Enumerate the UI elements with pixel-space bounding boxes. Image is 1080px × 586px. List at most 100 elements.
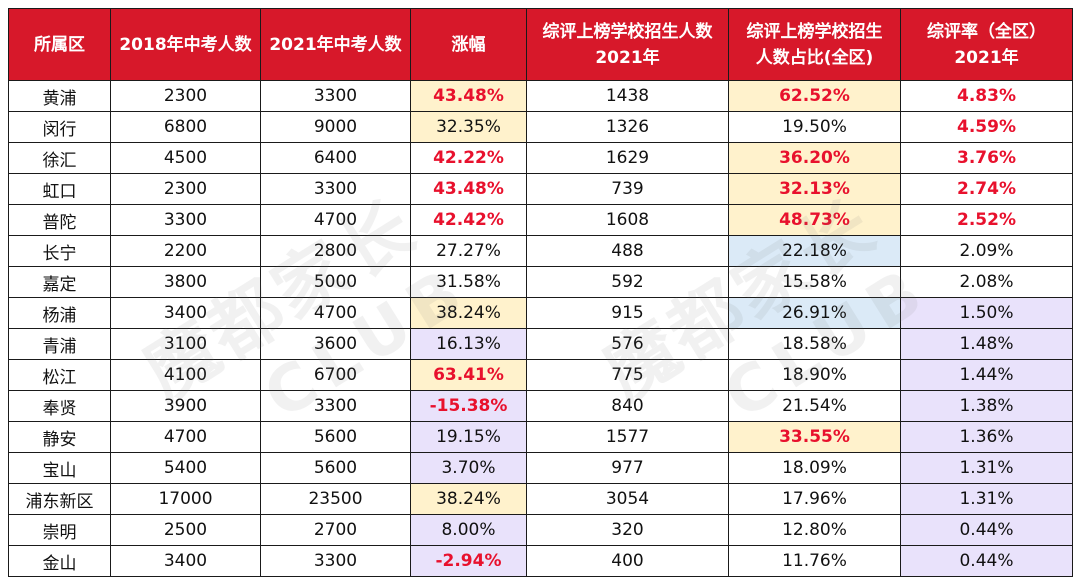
cell-students-2021: 4700	[260, 204, 411, 236]
cell-comprehensive-rate-2021: 2.74%	[900, 173, 1073, 205]
table-row: 青浦 3100 3600 16.13% 576 18.58% 1.48%	[8, 328, 1073, 360]
cell-comprehensive-rate-2021: 1.38%	[900, 390, 1073, 422]
table-body: 黄浦 2300 3300 43.48% 1438 62.52% 4.83% 闵行 6800 900…	[8, 80, 1073, 577]
cell-students-2021: 2800	[260, 235, 411, 267]
column-header-2: 2018年中考人数	[110, 8, 261, 81]
cell-students-2018: 4100	[110, 359, 261, 391]
enrollment-table: 所属区 2018年中考人数 2021年中考人数 涨幅 综评上榜学校招生人数 2021年 综评…	[8, 8, 1073, 577]
cell-growth-rate: 42.42%	[410, 204, 527, 236]
cell-growth-rate: -2.94%	[410, 545, 527, 577]
cell-students-2021: 3300	[260, 173, 411, 205]
table-row: 普陀 3300 4700 42.42% 1608 48.73% 2.52%	[8, 204, 1073, 236]
cell-district: 金山	[8, 545, 111, 577]
cell-enrollment-share: 22.18%	[728, 235, 901, 267]
cell-students-2021: 3300	[260, 80, 411, 112]
cell-enrollment-share: 36.20%	[728, 142, 901, 174]
cell-growth-rate: 42.22%	[410, 142, 527, 174]
cell-growth-rate: 27.27%	[410, 235, 527, 267]
cell-growth-rate: 43.48%	[410, 173, 527, 205]
column-header-1: 所属区	[8, 8, 111, 81]
cell-students-2021: 5600	[260, 421, 411, 453]
cell-students-2021: 4700	[260, 297, 411, 329]
cell-district: 杨浦	[8, 297, 111, 329]
cell-students-2018: 17000	[110, 483, 261, 515]
column-header-4: 涨幅	[410, 8, 527, 81]
table-row: 徐汇 4500 6400 42.22% 1629 36.20% 3.76%	[8, 142, 1073, 174]
cell-comprehensive-enrollment-2021: 1629	[526, 142, 729, 174]
cell-district: 静安	[8, 421, 111, 453]
cell-students-2021: 23500	[260, 483, 411, 515]
cell-students-2021: 3300	[260, 390, 411, 422]
cell-students-2018: 4700	[110, 421, 261, 453]
cell-comprehensive-rate-2021: 0.44%	[900, 545, 1073, 577]
cell-enrollment-share: 32.13%	[728, 173, 901, 205]
table-row: 金山 3400 3300 -2.94% 400 11.76% 0.44%	[8, 545, 1073, 577]
cell-district: 青浦	[8, 328, 111, 360]
cell-district: 崇明	[8, 514, 111, 546]
column-header-7: 综评率（全区） 2021年	[900, 8, 1073, 81]
cell-district: 虹口	[8, 173, 111, 205]
cell-students-2021: 5600	[260, 452, 411, 484]
cell-growth-rate: 3.70%	[410, 452, 527, 484]
cell-enrollment-share: 21.54%	[728, 390, 901, 422]
table-row: 杨浦 3400 4700 38.24% 915 26.91% 1.50%	[8, 297, 1073, 329]
cell-comprehensive-rate-2021: 2.52%	[900, 204, 1073, 236]
table-row: 崇明 2500 2700 8.00% 320 12.80% 0.44%	[8, 514, 1073, 546]
table-row: 长宁 2200 2800 27.27% 488 22.18% 2.09%	[8, 235, 1073, 267]
cell-comprehensive-enrollment-2021: 977	[526, 452, 729, 484]
cell-students-2021: 5000	[260, 266, 411, 298]
cell-growth-rate: 16.13%	[410, 328, 527, 360]
column-header-3: 2021年中考人数	[260, 8, 411, 81]
cell-students-2021: 9000	[260, 111, 411, 143]
cell-students-2018: 3900	[110, 390, 261, 422]
table-row: 宝山 5400 5600 3.70% 977 18.09% 1.31%	[8, 452, 1073, 484]
cell-students-2021: 2700	[260, 514, 411, 546]
cell-enrollment-share: 33.55%	[728, 421, 901, 453]
cell-students-2018: 2300	[110, 80, 261, 112]
cell-students-2018: 3300	[110, 204, 261, 236]
cell-comprehensive-enrollment-2021: 400	[526, 545, 729, 577]
cell-district: 长宁	[8, 235, 111, 267]
cell-enrollment-share: 11.76%	[728, 545, 901, 577]
cell-growth-rate: 38.24%	[410, 483, 527, 515]
column-header-6: 综评上榜学校招生 人数占比(全区)	[728, 8, 901, 81]
cell-students-2018: 2500	[110, 514, 261, 546]
cell-comprehensive-enrollment-2021: 320	[526, 514, 729, 546]
cell-comprehensive-rate-2021: 4.83%	[900, 80, 1073, 112]
cell-students-2021: 6400	[260, 142, 411, 174]
cell-growth-rate: 38.24%	[410, 297, 527, 329]
cell-comprehensive-rate-2021: 2.08%	[900, 266, 1073, 298]
cell-comprehensive-enrollment-2021: 3054	[526, 483, 729, 515]
cell-students-2018: 2300	[110, 173, 261, 205]
cell-comprehensive-rate-2021: 1.48%	[900, 328, 1073, 360]
data-table-container: 所属区 2018年中考人数 2021年中考人数 涨幅 综评上榜学校招生人数 2021年 综评…	[8, 8, 1073, 577]
column-header-5: 综评上榜学校招生人数 2021年	[526, 8, 729, 81]
cell-district: 黄浦	[8, 80, 111, 112]
cell-district: 徐汇	[8, 142, 111, 174]
cell-students-2021: 3600	[260, 328, 411, 360]
cell-district: 奉贤	[8, 390, 111, 422]
cell-comprehensive-enrollment-2021: 739	[526, 173, 729, 205]
cell-comprehensive-enrollment-2021: 1438	[526, 80, 729, 112]
table-row: 松江 4100 6700 63.41% 775 18.90% 1.44%	[8, 359, 1073, 391]
cell-enrollment-share: 26.91%	[728, 297, 901, 329]
cell-comprehensive-enrollment-2021: 592	[526, 266, 729, 298]
table-row: 奉贤 3900 3300 -15.38% 840 21.54% 1.38%	[8, 390, 1073, 422]
cell-students-2018: 3400	[110, 545, 261, 577]
table-row: 嘉定 3800 5000 31.58% 592 15.58% 2.08%	[8, 266, 1073, 298]
cell-comprehensive-rate-2021: 1.31%	[900, 483, 1073, 515]
cell-district: 浦东新区	[8, 483, 111, 515]
cell-enrollment-share: 48.73%	[728, 204, 901, 236]
cell-enrollment-share: 15.58%	[728, 266, 901, 298]
cell-comprehensive-rate-2021: 1.31%	[900, 452, 1073, 484]
cell-comprehensive-rate-2021: 0.44%	[900, 514, 1073, 546]
table-row: 静安 4700 5600 19.15% 1577 33.55% 1.36%	[8, 421, 1073, 453]
cell-district: 松江	[8, 359, 111, 391]
cell-district: 普陀	[8, 204, 111, 236]
cell-growth-rate: 31.58%	[410, 266, 527, 298]
cell-students-2018: 5400	[110, 452, 261, 484]
cell-growth-rate: 19.15%	[410, 421, 527, 453]
cell-enrollment-share: 19.50%	[728, 111, 901, 143]
cell-comprehensive-rate-2021: 1.36%	[900, 421, 1073, 453]
cell-enrollment-share: 18.58%	[728, 328, 901, 360]
